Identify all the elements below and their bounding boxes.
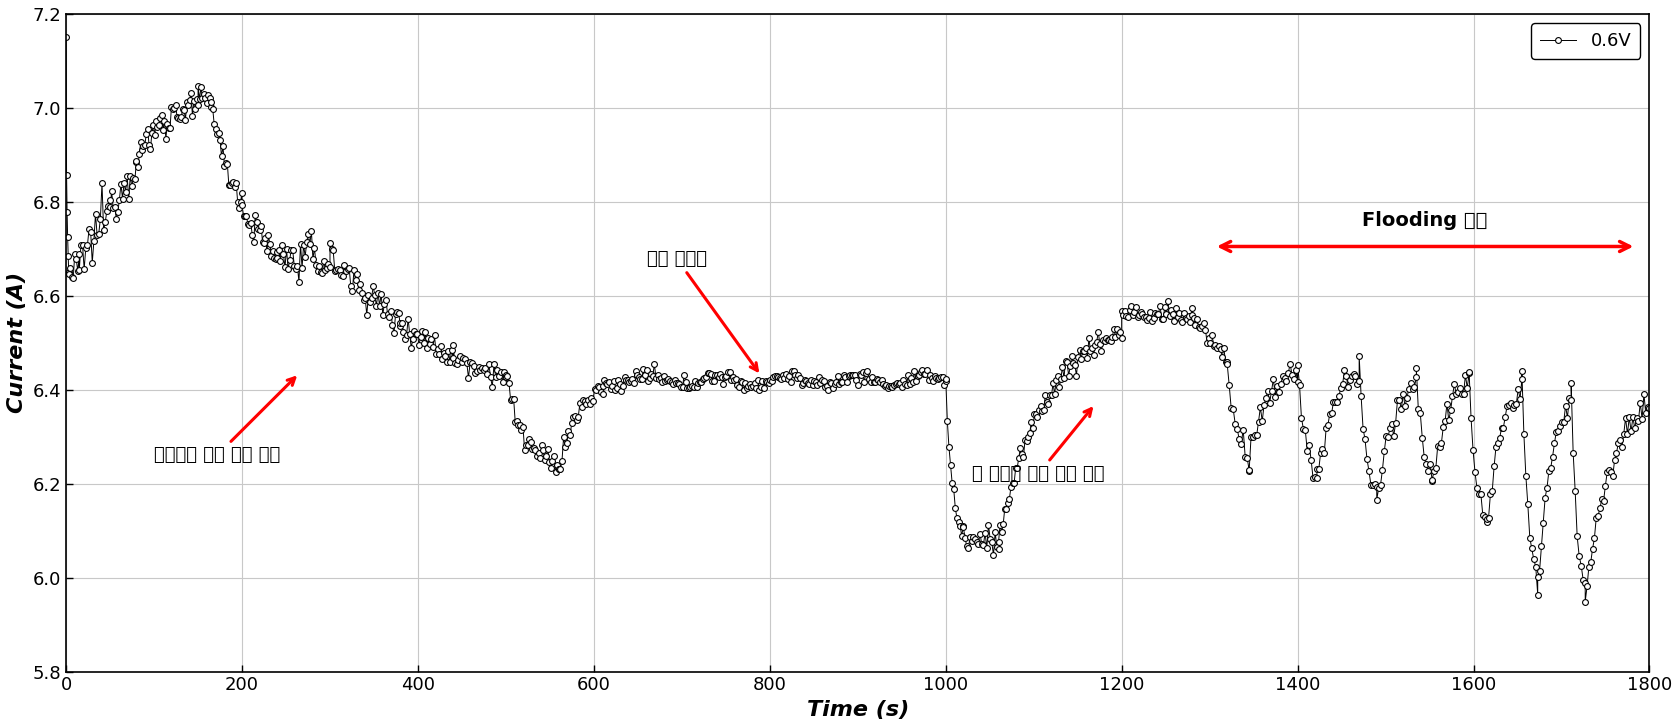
Text: 생성물로 인한 물의 정체: 생성물로 인한 물의 정체 <box>154 378 296 464</box>
0.6V <box>381 307 401 316</box>
0.6V <box>601 385 621 393</box>
0.6V <box>920 371 940 379</box>
Text: 물 배출로 인한 전류 향상: 물 배출로 인한 전류 향상 <box>972 409 1105 483</box>
0.6V <box>821 379 841 387</box>
0.6V <box>1179 312 1199 321</box>
Legend: 0.6V: 0.6V <box>1531 23 1640 59</box>
0.6V <box>1639 403 1659 412</box>
Line: 0.6V: 0.6V <box>64 34 1652 605</box>
X-axis label: Time (s): Time (s) <box>806 700 908 720</box>
0.6V <box>55 33 76 41</box>
Text: Flooding 현상: Flooding 현상 <box>1362 211 1488 230</box>
0.6V <box>767 371 787 380</box>
Y-axis label: Current (A): Current (A) <box>7 272 27 414</box>
0.6V <box>1575 598 1595 606</box>
Text: 전류 안정화: 전류 안정화 <box>646 249 757 371</box>
